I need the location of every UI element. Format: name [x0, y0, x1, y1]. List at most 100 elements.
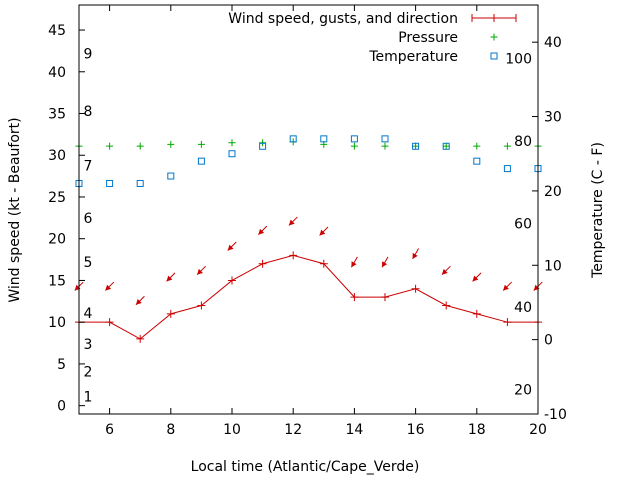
temperature-point — [167, 172, 175, 180]
fahrenheit-label: 60 — [514, 217, 532, 233]
wind-direction-arrow-head — [382, 261, 388, 268]
wind-direction-arrow — [502, 281, 512, 291]
pressure-point — [167, 140, 175, 148]
y2-tick-label: 40 — [544, 35, 562, 51]
legend-swatch-marker — [490, 33, 498, 41]
y-tick-label: 15 — [48, 273, 66, 289]
y-tick-label: 45 — [48, 23, 66, 39]
x-tick-label: 6 — [105, 422, 114, 438]
pressure-point — [106, 142, 114, 150]
wind-speed-line — [79, 254, 538, 340]
wind-direction-arrow — [381, 256, 389, 268]
wind-direction-arrow-head — [503, 284, 509, 291]
y2-tick-label: 10 — [544, 258, 562, 274]
temperature-point — [503, 165, 511, 173]
fahrenheit-label: 100 — [505, 52, 532, 68]
y2-tick-label: -10 — [544, 407, 567, 423]
wind-direction-arrow — [105, 281, 115, 291]
pressure-point — [473, 142, 481, 150]
beaufort-label: 6 — [84, 211, 93, 227]
wind-speed-point — [228, 276, 236, 285]
y-tick-label: 0 — [57, 399, 66, 415]
y2-tick-label: 30 — [544, 110, 562, 126]
y-tick-label: 20 — [48, 232, 66, 248]
wind-direction-arrow — [135, 295, 145, 306]
wind-speed-point — [503, 318, 512, 327]
wind-direction-arrow — [319, 226, 329, 236]
pressure-point — [503, 142, 511, 150]
x-tick-label: 14 — [345, 422, 363, 438]
wind-direction-arrow-head — [105, 284, 112, 291]
temperature-point — [381, 135, 389, 143]
y-tick-label: 25 — [48, 190, 66, 206]
x-tick-label: 8 — [166, 422, 175, 438]
wind-speed-point — [381, 293, 389, 302]
wind-speed-point — [442, 301, 451, 310]
wind-direction-arrow — [227, 241, 237, 251]
temperature-point — [442, 142, 450, 150]
pressure-point — [197, 140, 205, 148]
wind-direction-arrow-head — [227, 244, 234, 251]
legend-swatch-marker — [490, 14, 498, 22]
pressure-point — [381, 142, 389, 150]
beaufort-label: 4 — [84, 306, 93, 322]
beaufort-label: 7 — [84, 158, 93, 174]
wind-direction-arrow — [258, 225, 268, 235]
wind-direction-arrow-head — [441, 268, 448, 275]
beaufort-label: 5 — [84, 255, 93, 271]
x-tick-label: 10 — [223, 422, 241, 438]
y-tick-label: 40 — [48, 65, 66, 81]
y2-tick-label: 0 — [544, 333, 553, 349]
temperature-point — [473, 157, 481, 165]
legend-swatch-ends — [471, 14, 517, 22]
beaufort-label: 9 — [84, 46, 93, 62]
temperature-point — [289, 135, 297, 143]
wind-speed-point — [197, 301, 206, 310]
wind-direction-arrow-head — [412, 252, 418, 259]
wind-direction-arrow-head — [197, 268, 203, 275]
wind-direction-arrow-head — [472, 275, 479, 282]
wind-speed-point — [472, 309, 481, 318]
wind-direction-arrow — [166, 272, 176, 282]
wind-direction-arrow-head — [166, 275, 173, 282]
y2-tick-label: 20 — [544, 184, 562, 200]
fahrenheit-label: 80 — [514, 134, 532, 150]
pressure-point — [259, 139, 267, 147]
wind-direction-arrow-head — [135, 298, 142, 305]
x-tick-label: 20 — [529, 422, 547, 438]
temperature-point — [259, 142, 267, 150]
beaufort-label: 8 — [84, 104, 93, 120]
temperature-point — [228, 150, 236, 158]
wind-direction-arrow-head — [258, 228, 265, 235]
temperature-point — [136, 179, 144, 187]
legend-label: Pressure — [398, 30, 458, 46]
x-tick-label: 12 — [284, 422, 302, 438]
x-tick-label: 16 — [407, 422, 425, 438]
wind-speed-point — [105, 318, 114, 327]
temperature-point — [350, 135, 358, 143]
wind-direction-arrow — [350, 256, 358, 268]
wind-speed-point — [350, 293, 359, 302]
wind-direction-arrow-head — [288, 219, 295, 226]
y-tick-label: 30 — [48, 148, 66, 164]
pressure-point — [136, 142, 144, 150]
beaufort-label: 3 — [84, 337, 93, 353]
pressure-point — [228, 139, 236, 147]
wind-direction-arrow — [441, 265, 451, 276]
x-tick-label: 18 — [468, 422, 486, 438]
wind-direction-arrow — [288, 216, 298, 226]
wind-speed-point — [411, 284, 420, 293]
y-axis-label: Wind speed (kt - Beaufort) — [7, 117, 23, 302]
y-tick-label: 5 — [57, 357, 66, 373]
plot-frame — [78, 4, 539, 415]
legend-label: Temperature — [368, 49, 458, 65]
pressure-point — [350, 142, 358, 150]
wind-speed-point — [166, 309, 175, 318]
temperature-point — [320, 135, 328, 143]
y-tick-label: 10 — [48, 315, 66, 331]
beaufort-label: 2 — [84, 364, 93, 380]
wind-direction-arrow — [412, 248, 420, 260]
wind-speed-point — [289, 251, 298, 260]
